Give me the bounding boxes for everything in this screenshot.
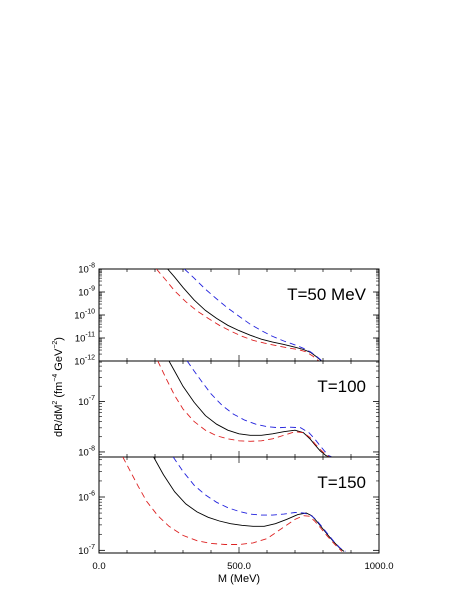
- y-axis-title: dR/dM2 (fm−4 GeV−2): [52, 337, 65, 437]
- x-tick-label: 0.0: [92, 561, 105, 572]
- series-line-3: [157, 361, 330, 457]
- panel-3: 10-6 10-7 T=150: [78, 456, 380, 557]
- panel-label: T=50 MeV: [287, 285, 367, 304]
- y-tick-label: 10-11: [75, 332, 95, 345]
- panels: 10-8 10-9 10-10 10-11 10-12 T=50 MeV 10-7 10-8 T…: [74, 263, 380, 557]
- y-tick-label: 10-12: [74, 355, 95, 368]
- y-tick-label: 10-7: [78, 395, 95, 408]
- panel-1: 10-8 10-9 10-10 10-11 10-12 T=50 MeV: [74, 263, 380, 368]
- series-line-2: [186, 361, 333, 457]
- series-line-1: [167, 269, 323, 361]
- x-axis: 0.0 500.0 1000.0: [92, 561, 393, 572]
- series-line-1: [168, 361, 331, 457]
- y-tick-label: 10-7: [78, 544, 95, 557]
- y-tick-label: 10-6: [78, 491, 95, 504]
- series-line-3: [122, 457, 343, 552]
- x-tick-label: 1000.0: [364, 561, 393, 572]
- y-tick-label: 10-8: [78, 263, 95, 276]
- y-tick-label: 10-8: [78, 445, 95, 458]
- panel-frame: [98, 360, 380, 458]
- series-line-2: [172, 457, 346, 552]
- panel-label: T=100: [317, 377, 366, 396]
- panel-2: 10-7 10-8 T=100: [78, 360, 380, 458]
- y-tick-label: 10-10: [74, 309, 95, 322]
- series-line-3: [156, 269, 320, 361]
- series-line-1: [153, 457, 345, 552]
- panel-label: T=150: [317, 473, 366, 492]
- y-tick-label: 10-9: [78, 286, 95, 299]
- panel-frame: [98, 268, 380, 362]
- x-axis-title: M (MeV): [218, 573, 260, 585]
- series-line-2: [184, 269, 324, 361]
- x-tick-label: 500.0: [227, 561, 251, 572]
- panel-frame: [98, 456, 380, 554]
